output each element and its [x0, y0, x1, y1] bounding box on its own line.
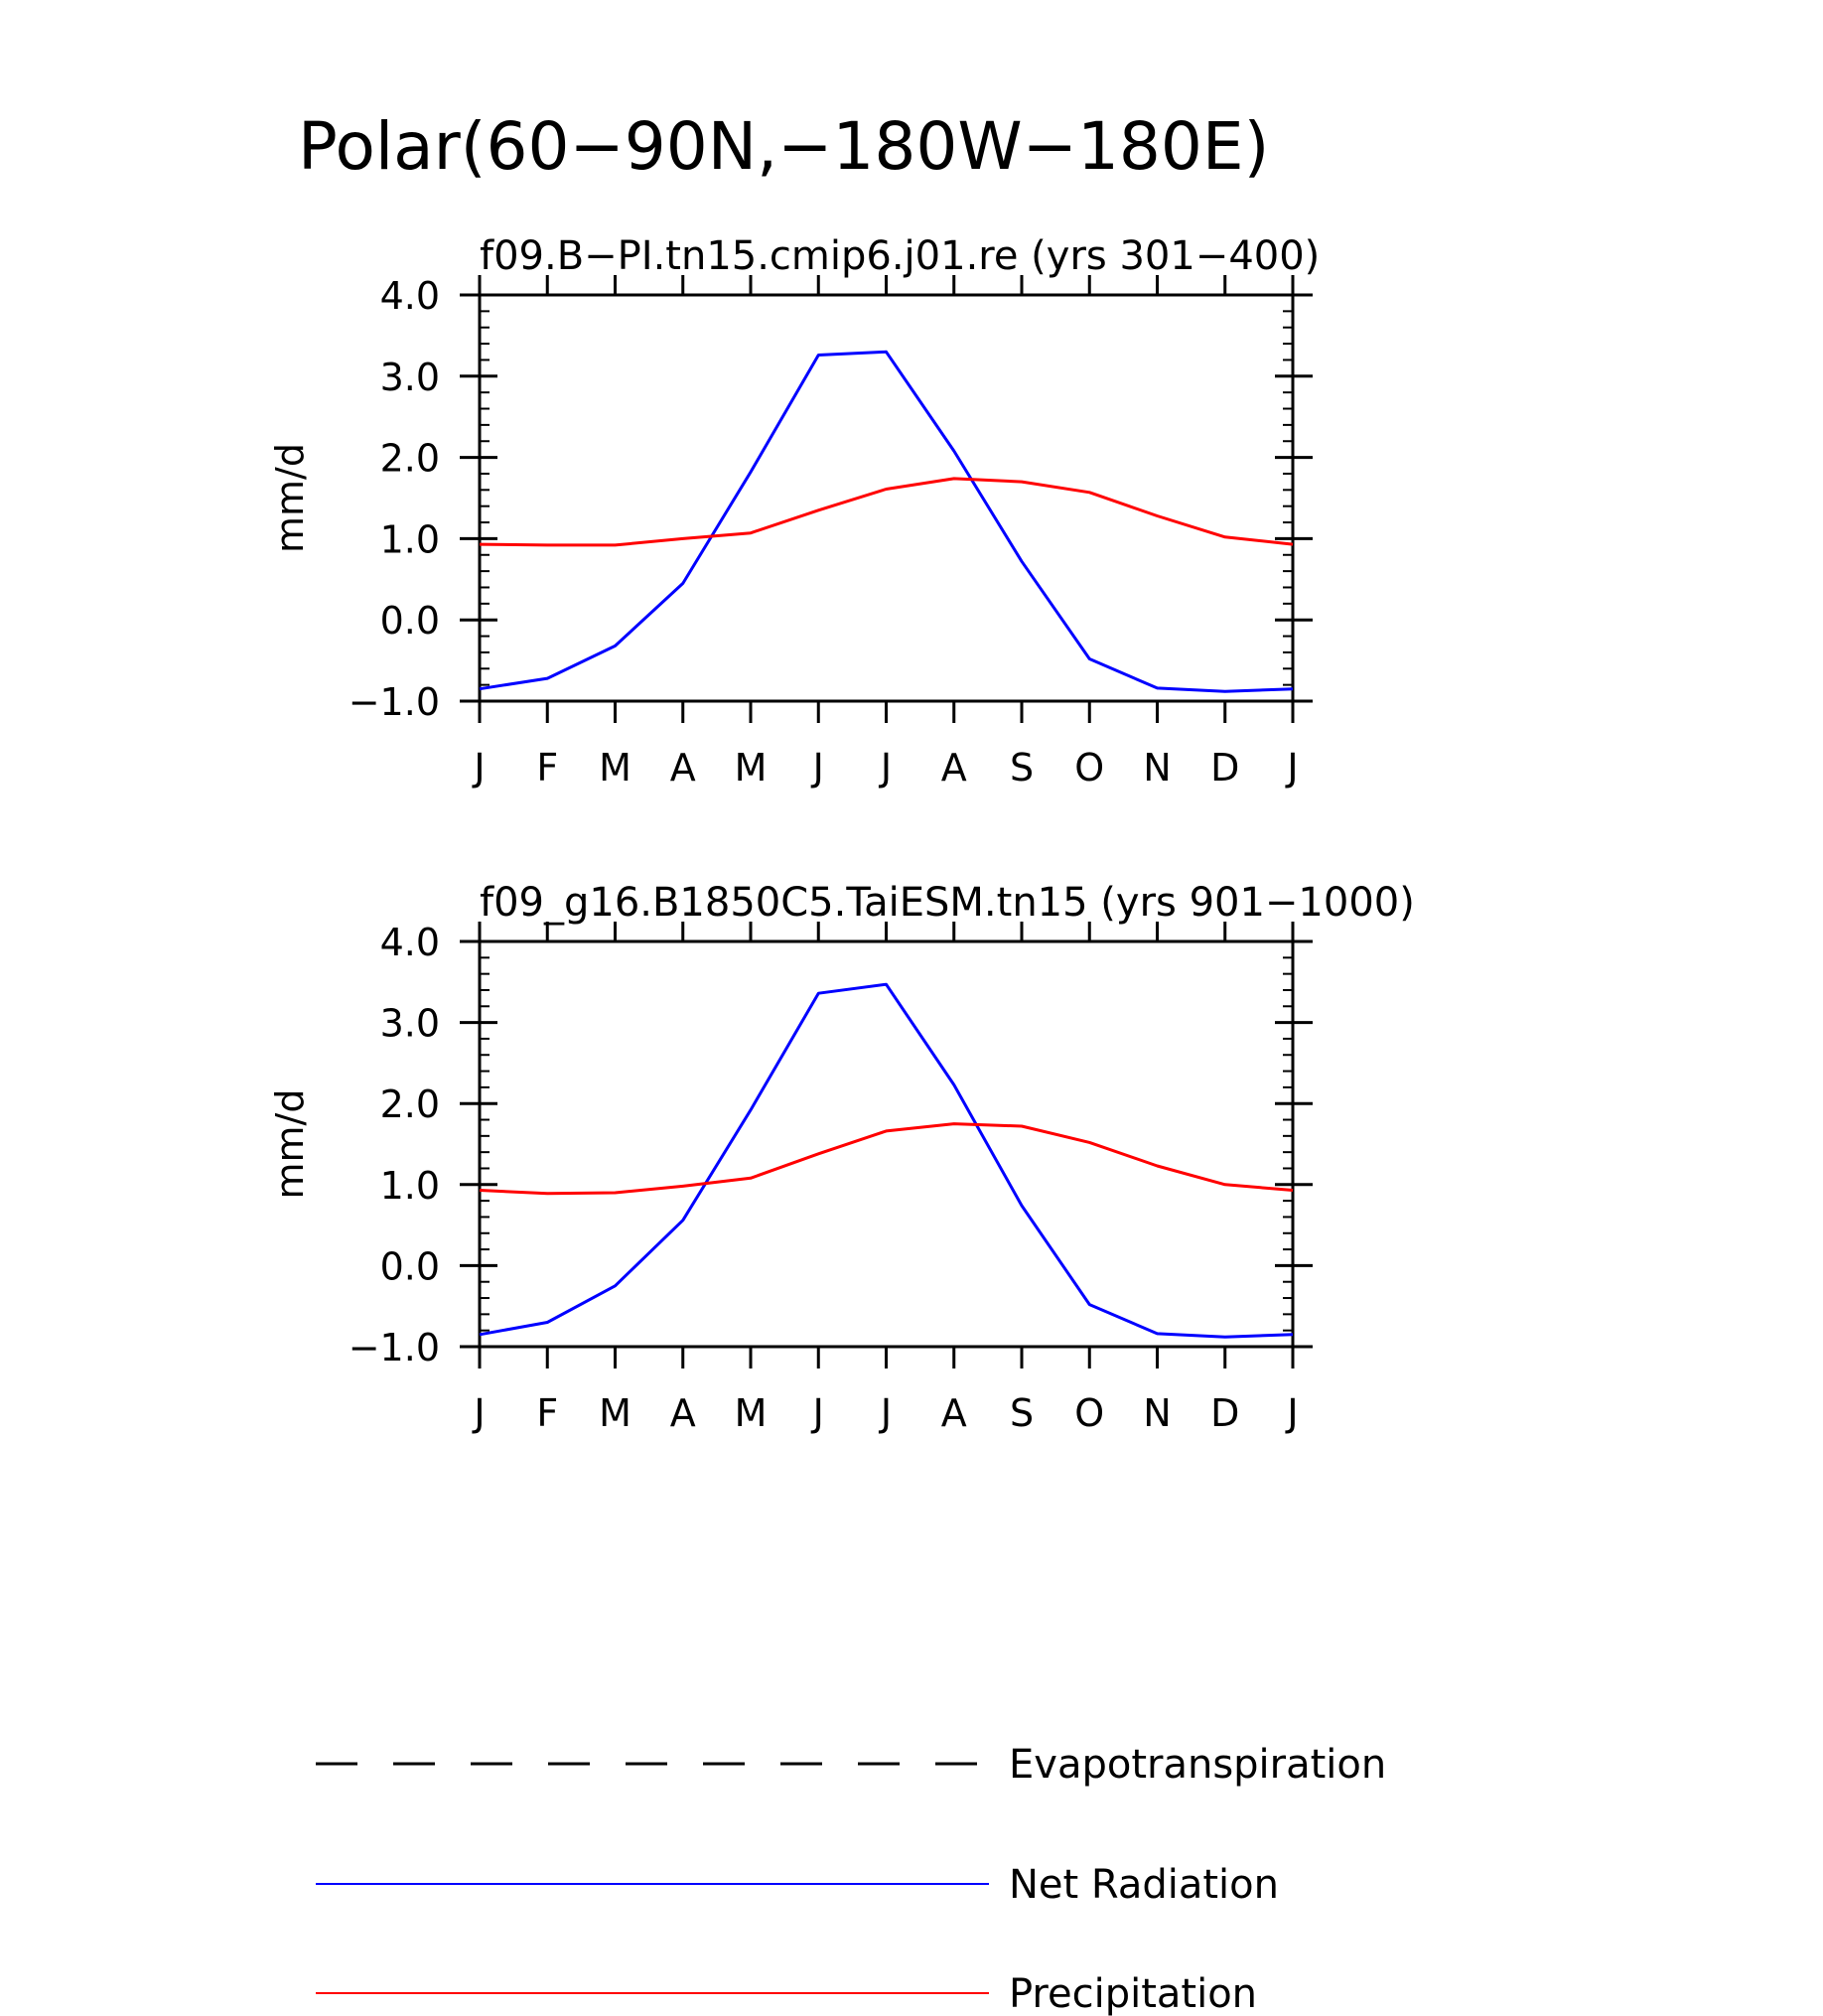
x-tick-label: D [1210, 1391, 1239, 1435]
x-tick-label: J [472, 1391, 485, 1435]
panel-title: f09.B−PI.tn15.cmip6.j01.re (yrs 301−400) [480, 233, 1320, 279]
series-line-net-radiation [479, 350, 1294, 693]
chart-panel-bottom: f09_g16.B1850C5.TaiESM.tn15 (yrs 901−100… [268, 880, 1415, 1435]
x-tick-label: F [536, 1391, 558, 1435]
series-line-precipitation [479, 477, 1294, 547]
x-tick-label: D [1210, 746, 1239, 790]
series-line-precipitation [479, 1122, 1294, 1196]
legend-label: Evapotranspiration [1009, 1742, 1386, 1788]
x-tick-label: J [879, 1391, 892, 1435]
x-tick-label: F [536, 746, 558, 790]
x-tick-label: J [811, 1391, 824, 1435]
plot-frame [478, 293, 1295, 703]
x-tick-label: J [1285, 1391, 1298, 1435]
x-tick-label: N [1143, 746, 1171, 790]
x-tick-label: M [735, 746, 768, 790]
x-tick-label: J [1285, 746, 1298, 790]
y-tick-label: 1.0 [380, 517, 440, 561]
legend: Evapotranspiration Net Radiation Precipita… [316, 1742, 1386, 2016]
x-tick-label: M [735, 1391, 768, 1435]
x-tick-label: A [941, 1391, 967, 1435]
y-axis-label: mm/d [268, 443, 312, 553]
y-tick-label: −1.0 [349, 680, 440, 724]
x-tick-label: J [879, 746, 892, 790]
chart-panel-top: f09.B−PI.tn15.cmip6.j01.re (yrs 301−400)… [268, 233, 1320, 790]
y-tick-label: 3.0 [380, 1002, 440, 1046]
y-tick-label: 4.0 [380, 921, 440, 964]
x-tick-label: J [472, 746, 485, 790]
x-tick-label: S [1010, 746, 1034, 790]
y-tick-label: 0.0 [380, 599, 440, 643]
y-tick-label: 1.0 [380, 1164, 440, 1208]
plot-frame [478, 939, 1295, 1349]
x-tick-label: O [1074, 746, 1104, 790]
x-tick-label: M [599, 746, 631, 790]
y-axis-label: mm/d [268, 1089, 312, 1200]
y-tick-label: −1.0 [349, 1326, 440, 1369]
panel-title: f09_g16.B1850C5.TaiESM.tn15 (yrs 901−100… [480, 880, 1415, 926]
legend-label: Net Radiation [1009, 1862, 1279, 1908]
y-tick-label: 2.0 [380, 437, 440, 481]
x-tick-label: J [811, 746, 824, 790]
y-tick-label: 3.0 [380, 356, 440, 399]
x-tick-label: A [670, 1391, 696, 1435]
figure-title: Polar(60−90N,−180W−180E) [298, 108, 1269, 185]
legend-label: Precipitation [1009, 1971, 1257, 2016]
x-tick-label: N [1143, 1391, 1171, 1435]
y-tick-label: 4.0 [380, 274, 440, 318]
x-tick-label: S [1010, 1391, 1034, 1435]
x-tick-label: A [941, 746, 967, 790]
y-tick-label: 2.0 [380, 1082, 440, 1126]
x-tick-label: A [670, 746, 696, 790]
x-tick-label: O [1074, 1391, 1104, 1435]
series-line-net-radiation [479, 982, 1294, 1339]
x-tick-label: M [599, 1391, 631, 1435]
y-tick-label: 0.0 [380, 1244, 440, 1288]
